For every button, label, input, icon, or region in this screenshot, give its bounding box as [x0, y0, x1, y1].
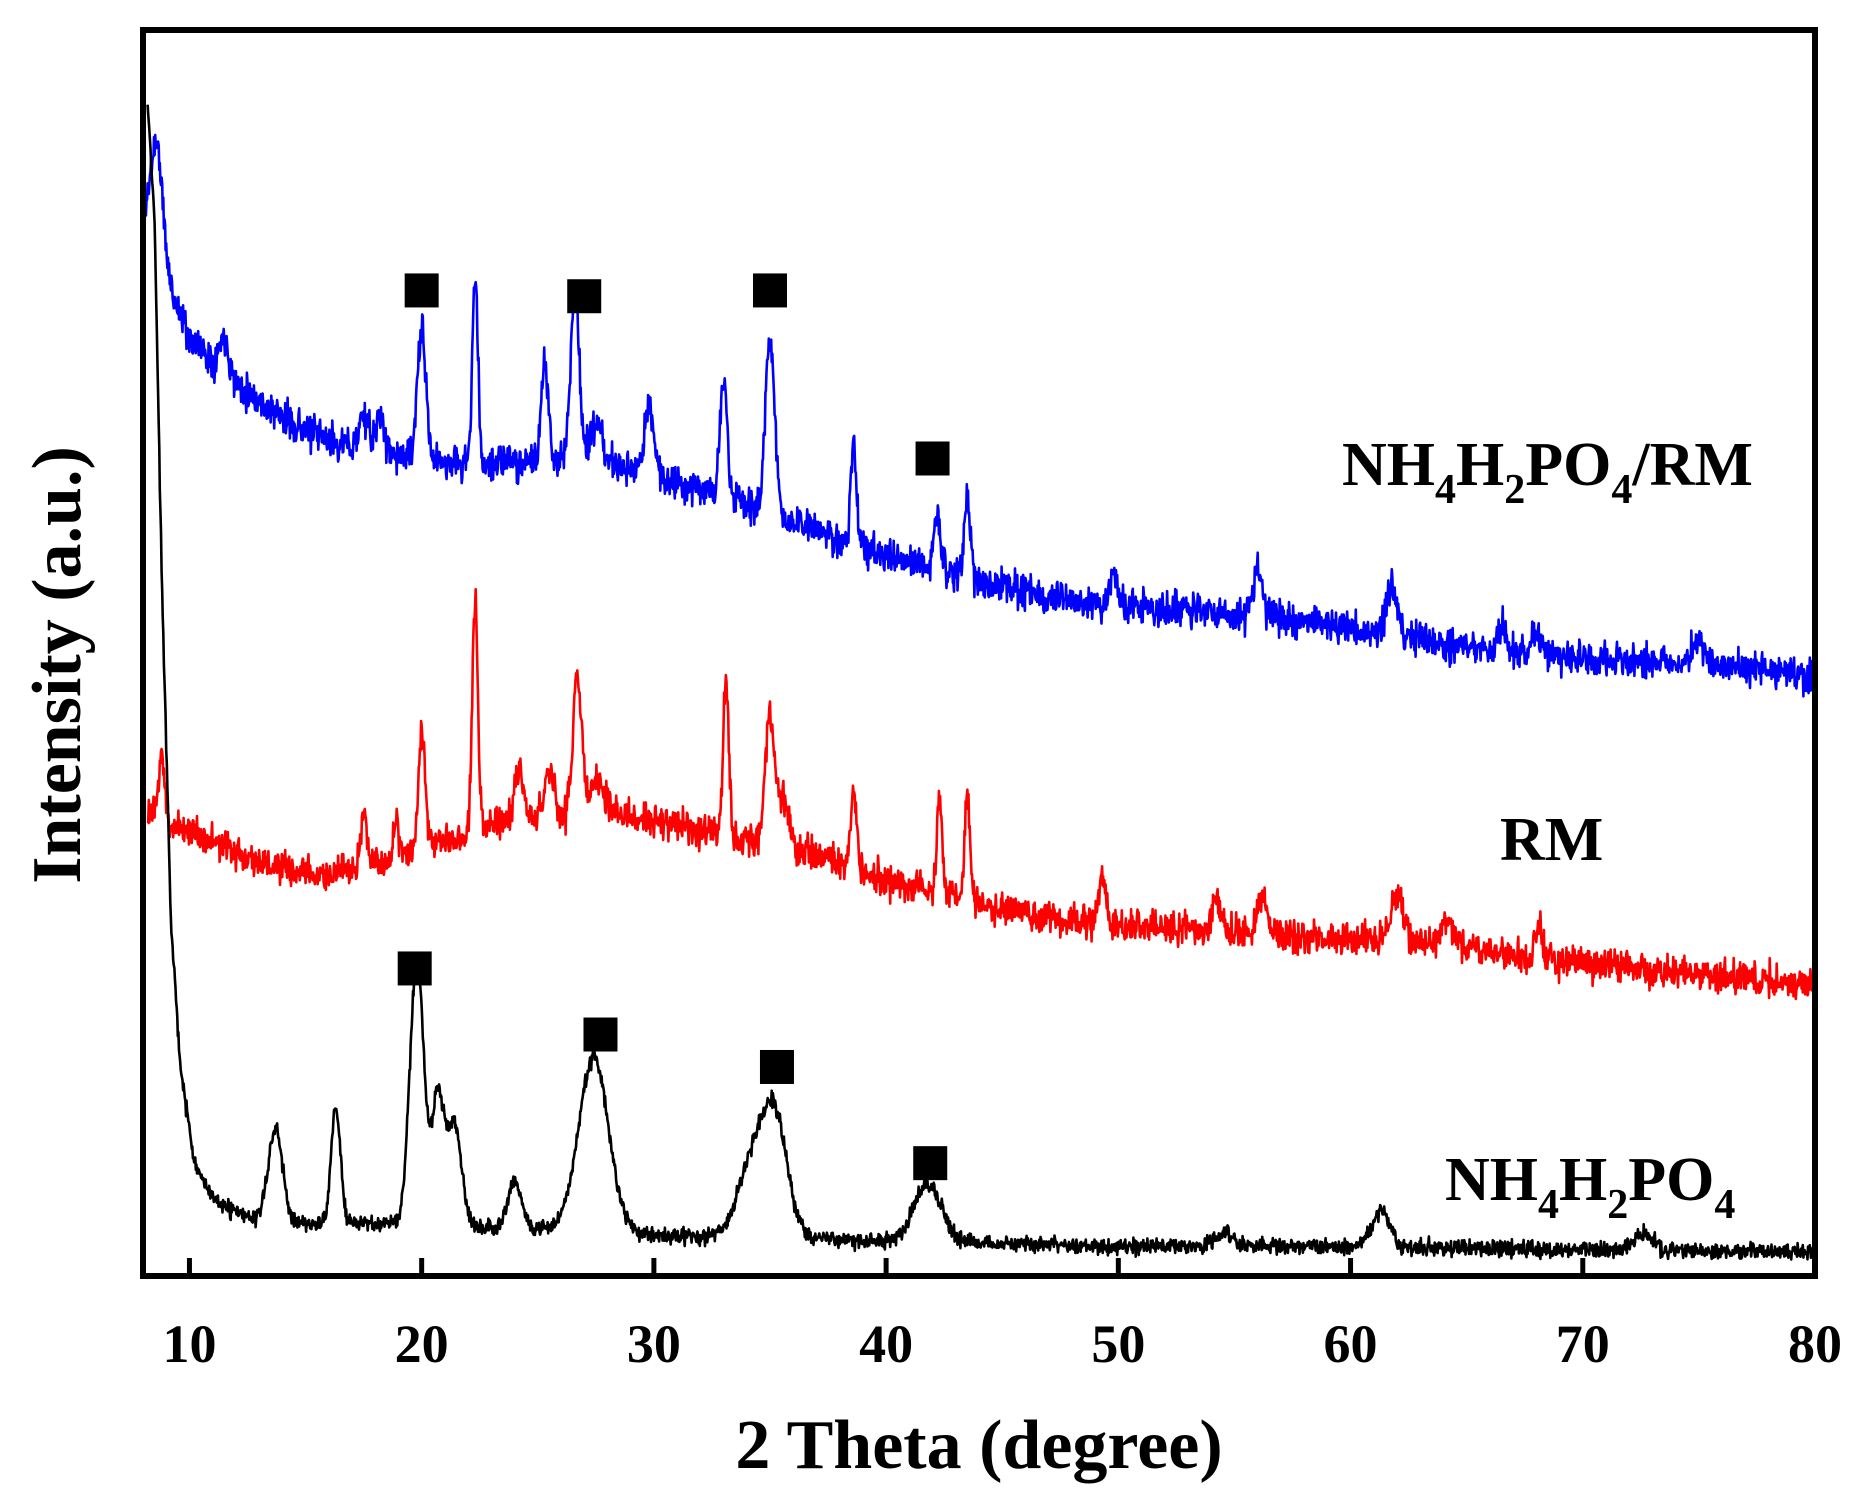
series-label-part: 4: [1611, 467, 1632, 513]
series-label-part: PO: [1628, 1146, 1714, 1214]
series-label-part: 2: [1607, 1182, 1628, 1228]
x-tick-label: 50: [1091, 1314, 1145, 1374]
x-tick-label: 60: [1324, 1314, 1378, 1374]
x-tick-label: 20: [395, 1314, 449, 1374]
x-axis-title: 2 Theta (degree): [735, 1407, 1222, 1484]
series-label-part: /RM: [1631, 431, 1753, 499]
series-label-part: PO: [1525, 431, 1611, 499]
series-line-rm: [146, 587, 1816, 1001]
series-label-part: NH: [1445, 1146, 1538, 1214]
x-axis-ticks: 10 20 30 40 50 60 70 80: [162, 1258, 1842, 1374]
series-label-part: H: [1559, 1146, 1607, 1214]
series-label-rm: RM: [1500, 806, 1603, 874]
series-label-part: H: [1456, 431, 1504, 499]
peak-marker: [567, 279, 602, 314]
peak-marker: [583, 1017, 618, 1052]
series-line-nh4h2po4-rm: [141, 133, 1817, 698]
y-axis-title: Intensity (a.u.): [19, 446, 96, 884]
x-tick-label: 70: [1556, 1314, 1610, 1374]
x-tick-label: 10: [162, 1314, 216, 1374]
series-label-part: 2: [1504, 467, 1525, 513]
series-label-part: 4: [1435, 467, 1456, 513]
peak-marker: [404, 273, 439, 308]
plot-frame: [140, 27, 1818, 1279]
series-label-nh4h2po4: NH4H2PO4: [1445, 1146, 1735, 1228]
x-tick-label: 30: [627, 1314, 681, 1374]
series-label-part: 4: [1538, 1182, 1559, 1228]
peak-marker: [397, 951, 432, 986]
x-tick-label: 40: [859, 1314, 913, 1374]
peak-marker: [913, 1146, 948, 1181]
series-label-part: RM: [1500, 806, 1603, 874]
series-label-part: NH: [1342, 431, 1435, 499]
marker-layer: [397, 273, 950, 1181]
series-label-part: 4: [1714, 1182, 1735, 1228]
peak-marker: [759, 1049, 794, 1084]
series-layer: [141, 104, 1817, 1261]
peak-marker: [915, 441, 950, 476]
peak-marker: [753, 273, 787, 308]
series-label-nh4h2po4-rm: NH4H2PO4/RM: [1342, 431, 1753, 513]
x-tick-label: 80: [1788, 1314, 1842, 1374]
series-line-nh4h2po4: [146, 104, 1817, 1261]
